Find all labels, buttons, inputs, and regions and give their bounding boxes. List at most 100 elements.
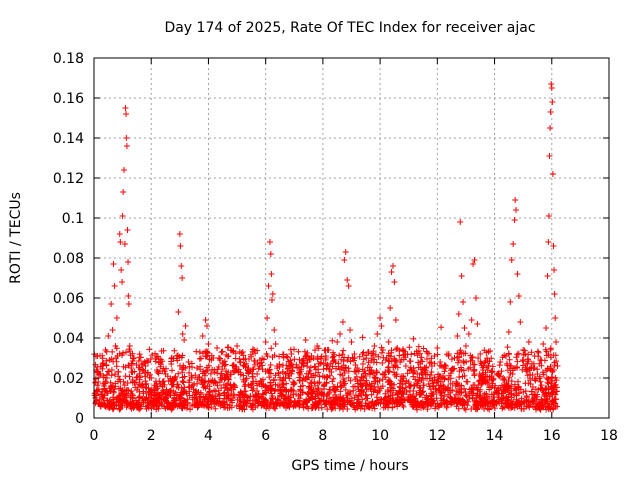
data-point bbox=[482, 379, 489, 385]
data-point bbox=[168, 361, 175, 367]
data-point bbox=[251, 347, 258, 353]
data-point bbox=[115, 369, 122, 375]
data-point bbox=[191, 381, 198, 387]
data-point bbox=[276, 377, 283, 383]
data-point bbox=[102, 347, 109, 353]
data-point bbox=[540, 341, 547, 347]
data-point bbox=[517, 319, 524, 325]
data-point bbox=[543, 325, 550, 331]
data-point bbox=[550, 243, 557, 249]
data-point bbox=[231, 369, 238, 375]
data-point bbox=[291, 381, 298, 387]
data-point bbox=[272, 341, 279, 347]
data-point bbox=[491, 385, 498, 391]
data-point bbox=[176, 231, 183, 237]
data-point bbox=[485, 363, 492, 369]
data-point bbox=[551, 291, 558, 297]
data-point bbox=[378, 323, 385, 329]
data-point bbox=[254, 371, 261, 377]
data-point bbox=[242, 377, 249, 383]
data-point bbox=[515, 293, 522, 299]
data-point bbox=[123, 143, 130, 149]
data-point bbox=[120, 189, 127, 195]
y-axis-label: ROTI / TECUs bbox=[8, 192, 24, 284]
data-point bbox=[503, 353, 509, 359]
data-point bbox=[122, 105, 129, 111]
data-point bbox=[282, 387, 289, 393]
data-point bbox=[98, 391, 105, 397]
data-point bbox=[474, 321, 481, 327]
data-point bbox=[448, 367, 455, 373]
x-tick-label: 6 bbox=[261, 428, 270, 444]
x-axis-tick-labels: 0 2 4 6 8 10 12 14 16 18 bbox=[90, 428, 618, 444]
data-point bbox=[245, 365, 252, 371]
data-point bbox=[228, 385, 235, 391]
data-point bbox=[308, 353, 315, 359]
data-point bbox=[269, 291, 276, 297]
data-point bbox=[322, 355, 329, 361]
data-point bbox=[537, 357, 544, 363]
data-point bbox=[95, 379, 102, 385]
data-point bbox=[182, 323, 189, 329]
data-point bbox=[205, 341, 212, 347]
data-point bbox=[114, 353, 121, 359]
plot-frame bbox=[93, 57, 610, 419]
data-point bbox=[548, 85, 555, 91]
data-point bbox=[294, 365, 301, 371]
data-point bbox=[471, 257, 478, 263]
y-tick-label: 0.18 bbox=[53, 51, 84, 67]
data-point bbox=[123, 135, 130, 141]
data-point bbox=[142, 363, 149, 369]
data-point bbox=[362, 373, 369, 379]
data-point bbox=[139, 381, 146, 387]
data-point bbox=[382, 357, 389, 363]
x-tick-label: 2 bbox=[147, 428, 156, 444]
data-point bbox=[411, 383, 418, 389]
data-point bbox=[108, 301, 115, 307]
x-tick-label: 4 bbox=[204, 428, 213, 444]
data-point bbox=[417, 361, 424, 367]
data-point bbox=[545, 213, 552, 219]
data-point bbox=[129, 377, 136, 383]
data-point bbox=[106, 357, 113, 363]
y-tick-label: 0 bbox=[75, 411, 84, 427]
data-point bbox=[314, 343, 321, 349]
data-point bbox=[377, 315, 384, 321]
data-point bbox=[267, 251, 274, 257]
data-point bbox=[256, 357, 263, 363]
data-point bbox=[93, 387, 100, 393]
data-point bbox=[554, 363, 561, 369]
data-point bbox=[145, 391, 152, 397]
data-point bbox=[118, 267, 125, 273]
data-point bbox=[297, 377, 303, 383]
data-point bbox=[119, 213, 126, 219]
data-point bbox=[179, 331, 186, 337]
data-point bbox=[148, 375, 155, 381]
data-point bbox=[462, 343, 469, 349]
data-point bbox=[274, 363, 281, 369]
y-tick-label: 0.1 bbox=[62, 211, 84, 227]
data-point bbox=[208, 357, 215, 363]
data-point bbox=[319, 373, 326, 379]
data-point bbox=[387, 305, 394, 311]
roti-scatter-points bbox=[92, 81, 561, 401]
y-tick-label: 0.12 bbox=[53, 171, 84, 187]
data-point bbox=[388, 269, 395, 275]
data-point bbox=[455, 311, 462, 317]
data-point bbox=[105, 333, 112, 339]
data-point bbox=[299, 359, 306, 365]
data-point bbox=[121, 241, 128, 247]
data-point bbox=[234, 343, 241, 349]
data-point bbox=[121, 167, 128, 173]
data-point bbox=[236, 359, 243, 365]
data-point bbox=[391, 279, 398, 285]
data-point bbox=[420, 377, 427, 383]
data-point bbox=[162, 371, 169, 377]
data-point bbox=[128, 365, 135, 371]
data-point bbox=[505, 329, 512, 335]
data-point bbox=[445, 351, 452, 357]
data-point bbox=[547, 109, 554, 115]
data-point bbox=[394, 345, 401, 351]
data-point bbox=[153, 367, 160, 373]
